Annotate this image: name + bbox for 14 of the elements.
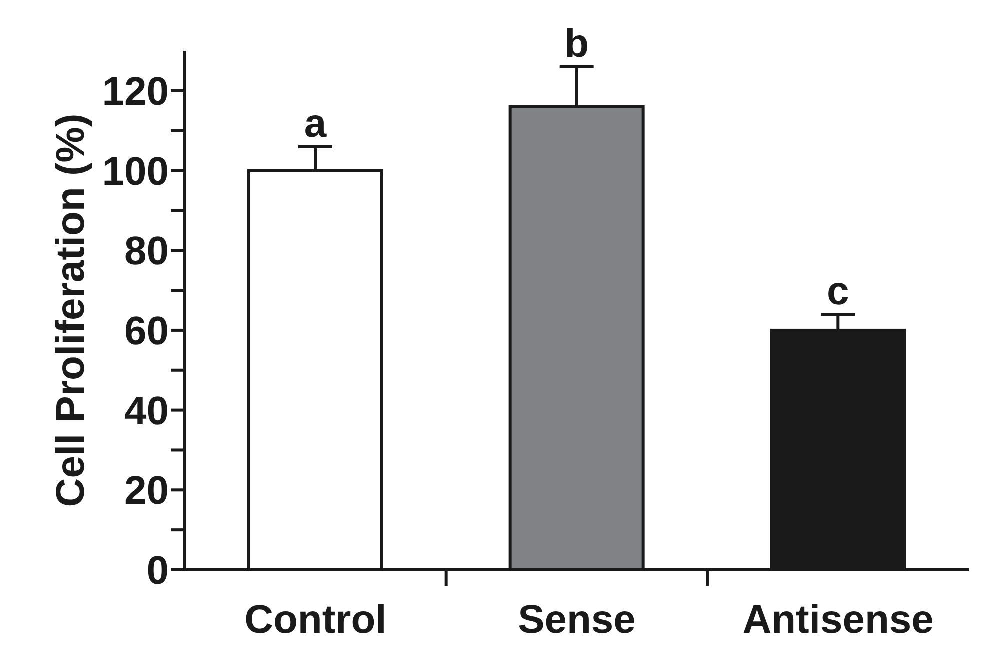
y-axis-title: Cell Proliferation (%) bbox=[49, 114, 94, 508]
annotation: b bbox=[564, 22, 590, 66]
y-tick-label: 40 bbox=[124, 389, 169, 434]
y-tick-label: 0 bbox=[146, 549, 169, 593]
annotation: c bbox=[827, 269, 850, 314]
annotation: a bbox=[304, 102, 328, 146]
y-tick-label: 60 bbox=[124, 309, 169, 354]
y-tick-label: 20 bbox=[124, 469, 169, 514]
x-tick-label: Control bbox=[244, 598, 387, 642]
y-tick-label: 80 bbox=[124, 230, 169, 274]
x-tick-label: Sense bbox=[518, 598, 636, 642]
x-tick-label: Antisense bbox=[742, 598, 934, 642]
y-tick-label: 120 bbox=[102, 70, 169, 114]
y-tick-label: 100 bbox=[102, 150, 169, 194]
